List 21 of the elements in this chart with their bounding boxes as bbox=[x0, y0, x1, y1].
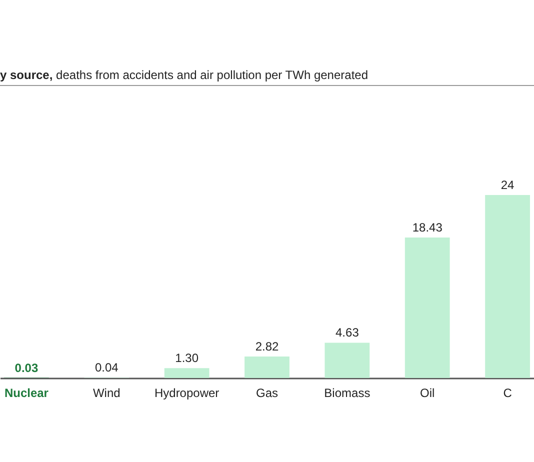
data-label: 0.03 bbox=[14, 360, 38, 375]
x-tick-label: Hydropower bbox=[154, 386, 220, 400]
data-label: 2.82 bbox=[255, 339, 279, 354]
bar bbox=[244, 356, 290, 378]
x-tick-label: Biomass bbox=[324, 386, 370, 400]
x-tick-label: Nuclear bbox=[4, 386, 49, 400]
data-label: 24 bbox=[500, 178, 515, 192]
bar bbox=[324, 342, 370, 378]
data-label: 0.04 bbox=[94, 360, 119, 375]
bar bbox=[485, 195, 530, 378]
x-tick-label: Wind bbox=[92, 386, 120, 400]
x-tick-label: Oil bbox=[420, 386, 435, 400]
x-tick-label: C bbox=[503, 386, 512, 400]
chart-title: y source, bbox=[0, 68, 53, 82]
bar bbox=[164, 368, 210, 378]
bar bbox=[404, 237, 450, 378]
data-label: 4.63 bbox=[336, 326, 360, 340]
x-tick-label: Gas bbox=[256, 386, 278, 400]
data-label: 1.30 bbox=[175, 351, 199, 366]
data-label: 18.43 bbox=[412, 220, 443, 234]
chart-subtitle: deaths from accidents and air pollution per TWh generated bbox=[56, 68, 368, 82]
